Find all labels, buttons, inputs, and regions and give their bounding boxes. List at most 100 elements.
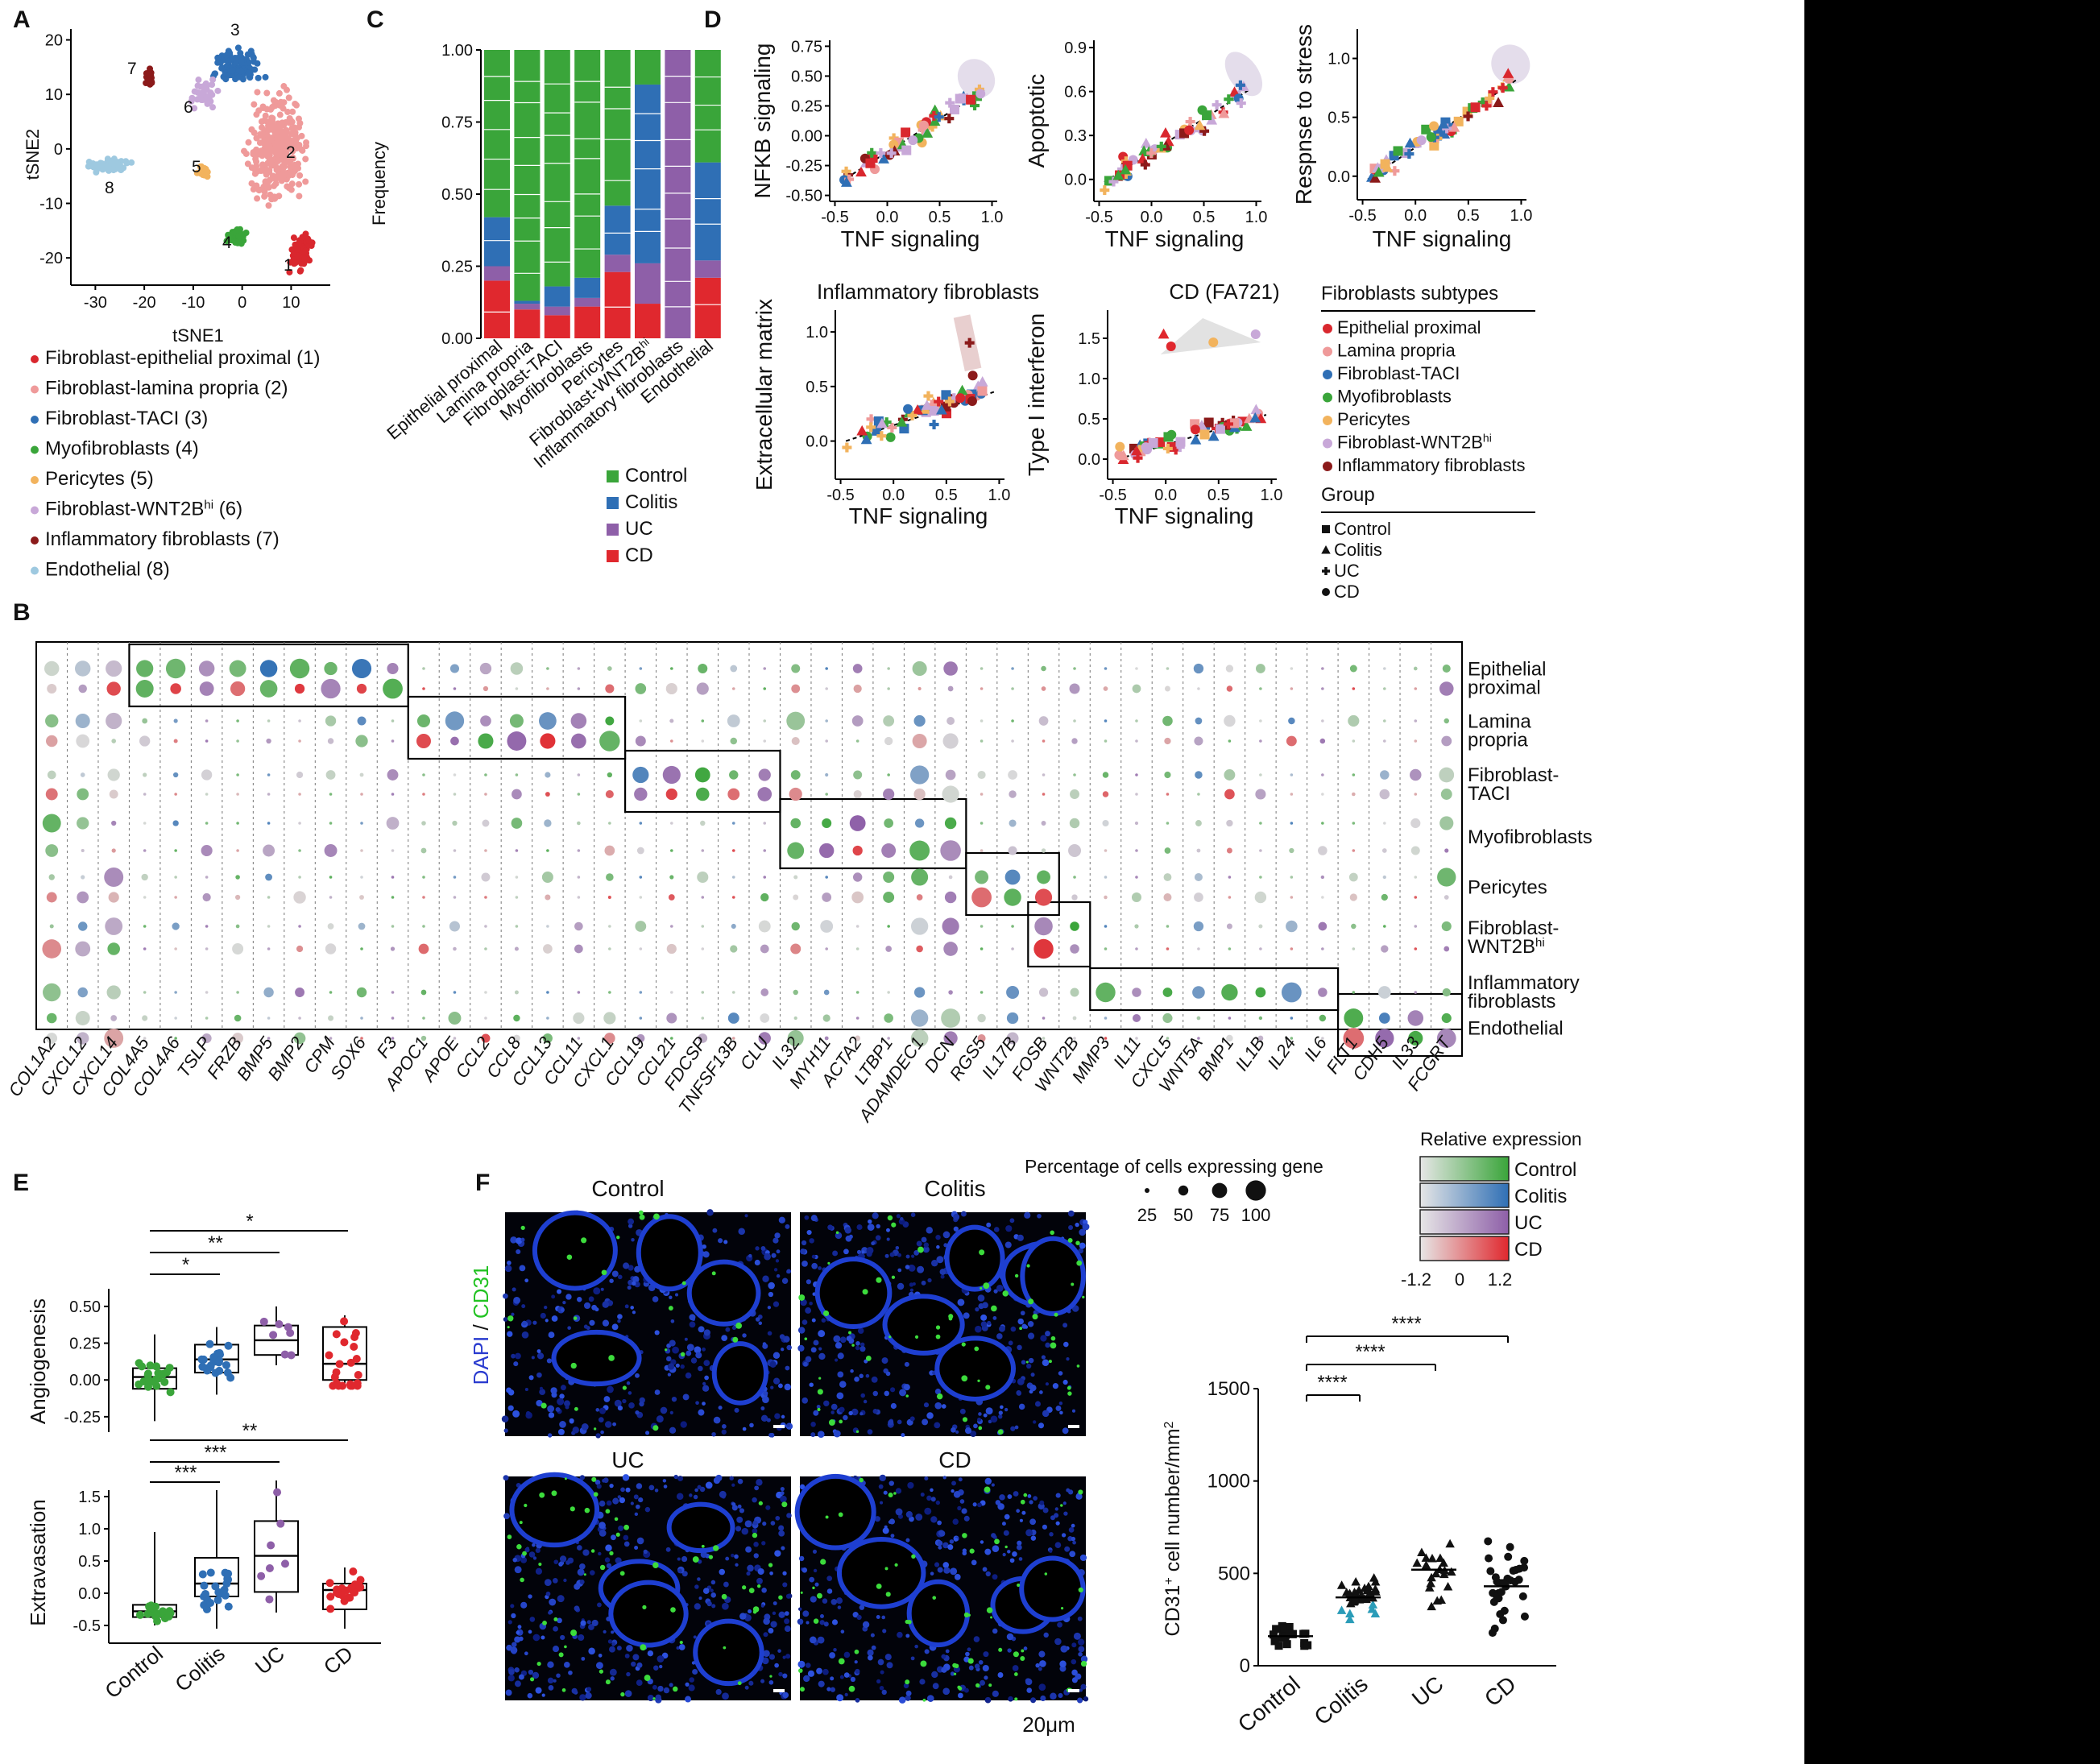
nucleus-signal <box>980 1314 988 1321</box>
freq-bar-segment <box>514 304 541 310</box>
nucleus-signal <box>582 1549 590 1556</box>
nucleus-signal <box>676 1493 684 1500</box>
box-point <box>350 1588 359 1597</box>
dotplot-dot <box>791 684 801 694</box>
dotplot-dot <box>1042 1017 1046 1020</box>
dotplot-dot <box>695 787 710 801</box>
nucleus-signal <box>977 1294 985 1302</box>
nucleus-signal <box>772 1352 781 1359</box>
dotplot-dot <box>360 1037 363 1040</box>
scatter-point-v <box>947 396 952 407</box>
dotplot-dot <box>1197 687 1200 690</box>
dotplot-dot <box>1135 793 1138 796</box>
dotplot-dot <box>1343 1028 1365 1049</box>
nucleus-signal <box>930 1259 938 1267</box>
box-point <box>325 1579 334 1588</box>
cd31-signal <box>524 1503 528 1508</box>
crypt-structure <box>693 1618 764 1687</box>
panel-label-E: E <box>13 1170 29 1196</box>
nucleus-signal <box>1042 1359 1050 1367</box>
dotplot-dot <box>980 849 984 852</box>
dotplot-dot <box>577 667 581 670</box>
nucleus-signal <box>1058 1402 1063 1406</box>
scatter-point <box>1163 432 1174 442</box>
nucleus-signal <box>565 1405 570 1410</box>
dotplot-dot <box>1443 895 1449 900</box>
dotplot-dot <box>577 793 581 796</box>
cd31-signal <box>813 1618 819 1624</box>
nucleus-signal <box>1024 1325 1029 1329</box>
scatter-point <box>1158 328 1170 339</box>
dotplot-dot <box>1255 664 1265 673</box>
dotplot-dot <box>639 667 643 670</box>
scatter-ytick-label: 0.0 <box>1078 451 1100 469</box>
freq-bar-segment <box>544 50 570 287</box>
nucleus-signal <box>867 1224 875 1231</box>
nucleus-signal <box>1071 1523 1075 1528</box>
dotplot-dot <box>916 894 923 901</box>
dotplot-dot <box>45 844 59 857</box>
tsne-point <box>279 119 286 126</box>
dotplot-dot <box>236 822 239 825</box>
scatter-point <box>866 422 876 433</box>
sig-label: **** <box>1317 1372 1347 1393</box>
nucleus-signal <box>702 1381 706 1385</box>
nucleus-signal <box>856 1224 863 1231</box>
nucleus-signal <box>567 1326 572 1330</box>
dotplot-dot <box>731 991 735 994</box>
nucleus-signal <box>688 1684 695 1692</box>
dotplot-dot <box>205 947 209 950</box>
nucleus-signal <box>758 1321 763 1326</box>
dotplot-dot <box>420 1035 427 1041</box>
nucleus-signal <box>503 1475 509 1481</box>
cd31-signal <box>735 1322 743 1329</box>
scatter-point <box>923 391 934 401</box>
nucleus-signal <box>638 1497 644 1503</box>
nucleus-signal <box>772 1301 780 1307</box>
dotplot-row-label: Inflammatory <box>1468 972 1580 994</box>
nucleus-signal <box>560 1634 565 1641</box>
freq-bar-segment <box>514 309 541 338</box>
scatter-point <box>844 174 855 184</box>
cd31-signal <box>962 1533 967 1538</box>
freq-bar-segment <box>514 300 541 304</box>
cd31-signal <box>1021 1649 1025 1653</box>
nucleus-signal <box>953 1213 960 1220</box>
cd31-signal <box>887 1215 893 1221</box>
nucleus-signal <box>547 1405 555 1413</box>
freq-bar-segment <box>574 297 601 307</box>
nucleus-signal <box>686 1350 692 1356</box>
nucleus-signal <box>983 1413 988 1418</box>
dotplot-dot <box>232 1033 243 1044</box>
dotplot-dot <box>946 717 955 725</box>
cd31-point <box>1281 1630 1290 1639</box>
nucleus-signal <box>797 1327 806 1334</box>
cd31-signal <box>851 1344 855 1347</box>
nucleus-signal <box>596 1484 602 1489</box>
scatter-point <box>975 89 986 99</box>
cd31-signal <box>798 1294 806 1301</box>
cd31-signal <box>855 1430 859 1434</box>
nucleus-signal <box>702 1385 710 1392</box>
tsne-point <box>235 238 242 245</box>
nucleus-signal <box>734 1554 739 1559</box>
dotplot-dot <box>789 787 802 801</box>
cd31-point <box>1514 1576 1523 1584</box>
dotplot-dot <box>507 731 527 751</box>
nucleus-signal <box>617 1495 621 1499</box>
nucleus-signal <box>718 1406 723 1410</box>
nucleus-signal <box>524 1387 528 1392</box>
cd31-point <box>1272 1625 1281 1634</box>
tsne-point <box>281 143 288 150</box>
dotplot-dot <box>542 1033 553 1044</box>
dotplot-dot <box>763 719 767 723</box>
nucleus-signal <box>520 1237 525 1242</box>
nucleus-signal <box>660 1406 668 1414</box>
dotplot-row-label: Fibroblast- <box>1468 917 1559 939</box>
dotplot-dot <box>1104 719 1108 723</box>
dotplot-dot <box>205 822 209 825</box>
scatter-point <box>1443 119 1454 130</box>
box-point <box>143 1609 152 1618</box>
nucleus-signal <box>943 1567 951 1574</box>
dotplot-dot <box>1352 822 1356 825</box>
